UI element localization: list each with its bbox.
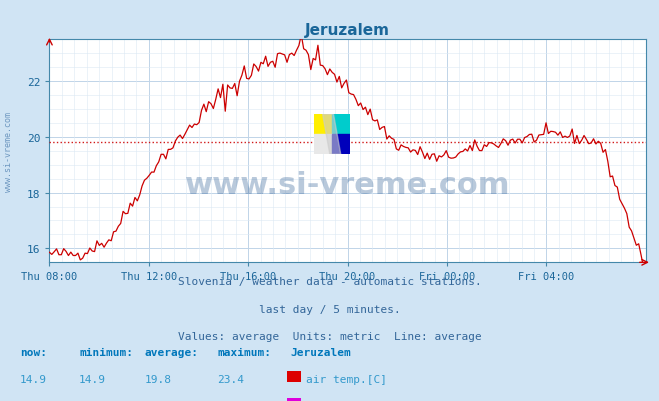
Text: www.si-vreme.com: www.si-vreme.com [4,111,13,191]
Text: 19.8: 19.8 [145,375,172,385]
Bar [331,135,350,155]
Text: Jeruzalem: Jeruzalem [290,347,351,357]
Text: air temp.[C]: air temp.[C] [306,375,387,385]
Text: 14.9: 14.9 [20,375,47,385]
Text: www.si-vreme.com: www.si-vreme.com [185,170,510,199]
Bar [314,135,331,155]
Bar [331,115,350,135]
Title: Jeruzalem: Jeruzalem [305,22,390,38]
Polygon shape [323,115,341,155]
Text: last day / 5 minutes.: last day / 5 minutes. [258,304,401,314]
Text: average:: average: [145,347,199,357]
Bar [314,115,331,135]
Text: 14.9: 14.9 [79,375,106,385]
Text: minimum:: minimum: [79,347,133,357]
Text: Values: average  Units: metric  Line: average: Values: average Units: metric Line: aver… [178,331,481,341]
Text: now:: now: [20,347,47,357]
Text: maximum:: maximum: [217,347,272,357]
Text: 23.4: 23.4 [217,375,244,385]
Text: Slovenia / weather data - automatic stations.: Slovenia / weather data - automatic stat… [178,277,481,287]
